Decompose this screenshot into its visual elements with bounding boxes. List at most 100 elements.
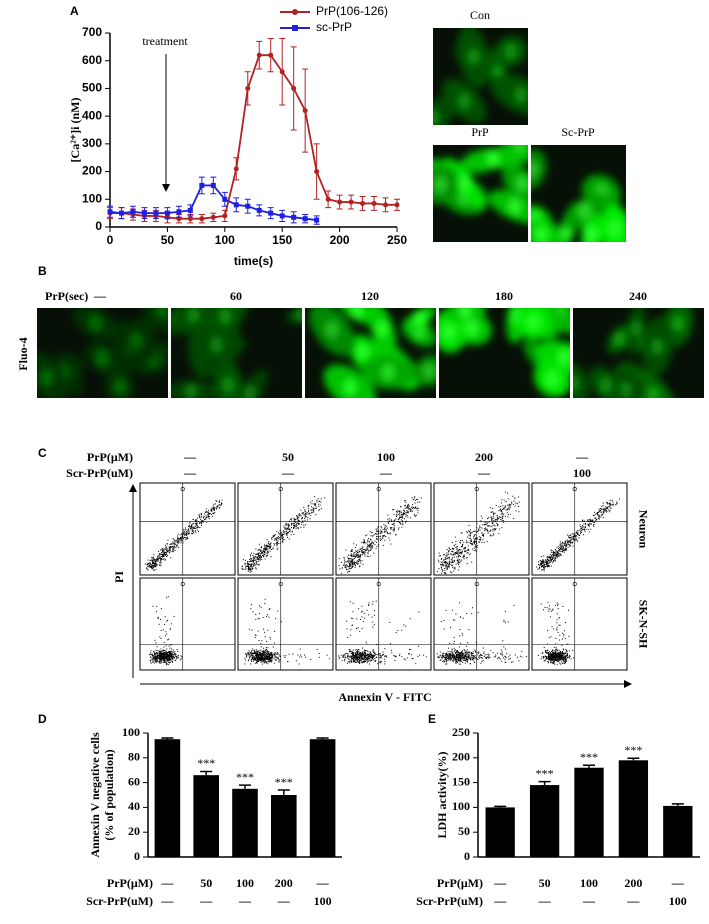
event-dot <box>153 655 154 656</box>
event-dot <box>163 659 164 660</box>
event-dot <box>164 653 165 654</box>
event-dot <box>169 660 170 661</box>
event-dot <box>363 661 364 662</box>
event-dot <box>399 511 400 512</box>
event-dot <box>505 662 506 663</box>
event-dot <box>442 561 443 562</box>
event-dot <box>174 653 175 654</box>
event-dot <box>355 653 356 654</box>
event-dot <box>250 652 251 653</box>
event-dot <box>471 613 472 614</box>
event-dot <box>165 554 166 555</box>
event-dot <box>446 562 447 563</box>
event-dot <box>456 657 457 658</box>
event-dot <box>154 570 155 571</box>
event-dot <box>515 510 516 511</box>
x-tick-label: 200 <box>330 233 350 247</box>
event-dot <box>349 651 350 652</box>
micrograph <box>163 284 319 423</box>
event-dot <box>316 507 317 508</box>
event-dot <box>265 549 266 550</box>
event-dot <box>401 527 402 528</box>
event-dot <box>551 550 552 551</box>
image-label: Con <box>470 8 490 22</box>
event-dot <box>551 559 552 560</box>
event-dot <box>160 651 161 652</box>
event-dot <box>152 654 153 655</box>
event-dot <box>192 529 193 530</box>
event-dot <box>149 565 150 566</box>
event-dot <box>182 541 183 542</box>
event-dot <box>372 656 373 657</box>
event-dot <box>453 660 454 661</box>
event-dot <box>276 657 277 658</box>
event-dot <box>485 527 486 528</box>
event-dot <box>594 524 595 525</box>
event-dot <box>455 614 456 615</box>
event-dot <box>505 622 506 623</box>
event-dot <box>350 629 351 630</box>
event-dot <box>304 655 305 656</box>
event-dot <box>216 508 217 509</box>
event-dot <box>454 545 455 546</box>
event-dot <box>210 513 211 514</box>
event-dot <box>299 656 300 657</box>
event-dot <box>460 664 461 665</box>
event-dot <box>272 659 273 660</box>
event-dot <box>357 555 358 556</box>
event-dot <box>403 510 404 511</box>
event-dot <box>161 662 162 663</box>
event-dot <box>274 539 275 540</box>
event-dot <box>256 564 257 565</box>
event-dot <box>156 650 157 651</box>
event-dot <box>453 655 454 656</box>
event-dot <box>480 527 481 528</box>
event-dot <box>267 555 268 556</box>
event-dot <box>474 543 475 544</box>
event-dot <box>284 539 285 540</box>
event-dot <box>494 528 495 529</box>
event-dot <box>199 516 200 517</box>
event-dot <box>464 558 465 559</box>
event-dot <box>562 542 563 543</box>
marker <box>314 169 319 174</box>
event-dot <box>558 604 559 605</box>
event-dot <box>492 535 493 536</box>
nucleus <box>90 315 102 331</box>
event-dot <box>357 564 358 565</box>
event-dot <box>564 544 565 545</box>
event-dot <box>259 555 260 556</box>
event-dot <box>452 548 453 549</box>
event-dot <box>438 568 439 569</box>
event-dot <box>171 544 172 545</box>
event-dot <box>305 657 306 658</box>
event-dot <box>475 544 476 545</box>
event-dot <box>172 550 173 551</box>
event-dot <box>426 656 427 657</box>
nucleus <box>382 364 394 380</box>
event-dot <box>553 561 554 562</box>
event-dot <box>187 537 188 538</box>
event-dot <box>373 553 374 554</box>
event-dot <box>157 655 158 656</box>
event-dot <box>404 518 405 519</box>
event-dot <box>157 559 158 560</box>
event-dot <box>409 653 410 654</box>
event-dot <box>505 516 506 517</box>
event-dot <box>373 652 374 653</box>
event-dot <box>398 519 399 520</box>
event-dot <box>460 549 461 550</box>
event-dot <box>515 505 516 506</box>
event-dot <box>495 528 496 529</box>
event-dot <box>402 520 403 521</box>
event-dot <box>162 654 163 655</box>
event-dot <box>196 524 197 525</box>
event-dot <box>472 653 473 654</box>
event-dot <box>454 557 455 558</box>
event-dot <box>500 517 501 518</box>
event-dot <box>465 551 466 552</box>
event-dot <box>305 511 306 512</box>
event-dot <box>162 549 163 550</box>
event-dot <box>164 555 165 556</box>
event-dot <box>283 526 284 527</box>
